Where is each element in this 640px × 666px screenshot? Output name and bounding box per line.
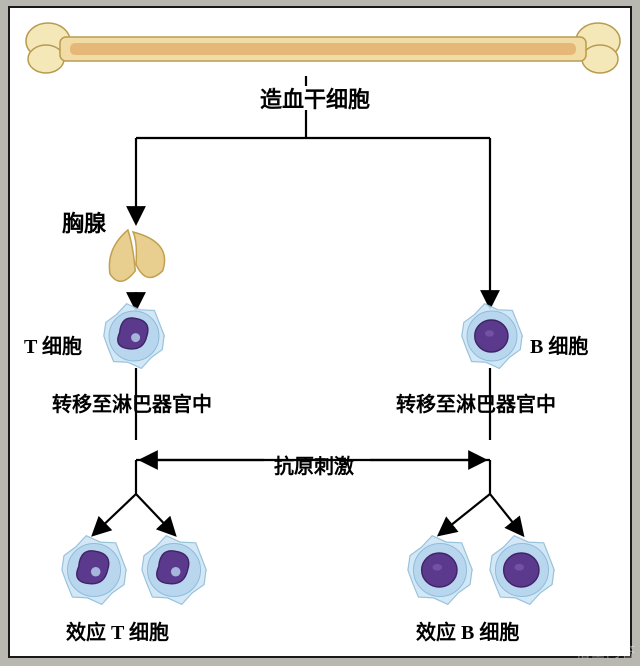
label-antigen: 抗原刺激 — [274, 450, 354, 479]
thymus-icon — [109, 230, 164, 281]
label-migrate-left: 转移至淋巴器官中 — [52, 388, 212, 417]
cell-eff-t1 — [62, 536, 126, 605]
label-thymus: 胸腺 — [62, 206, 106, 238]
cell-eff-t2 — [142, 536, 206, 605]
label-b-cell: B 细胞 — [530, 330, 588, 359]
arrow-t-split-r — [136, 494, 174, 534]
diagram-canvas: 造血干细胞 胸腺 T 细胞 B 细胞 转移至淋巴器官中 转移至淋巴器官中 抗原刺… — [8, 6, 632, 658]
label-stem-cell: 造血干细胞 — [260, 82, 370, 114]
arrow-b-split-r — [490, 494, 522, 534]
label-effector-t: 效应 T 细胞 — [66, 616, 169, 645]
watermark: 悟空问答 — [576, 642, 636, 662]
cell-t — [104, 304, 165, 369]
cell-eff-b2 — [490, 536, 554, 605]
arrow-t-split-l — [94, 494, 136, 534]
arrow-b-split-l — [440, 494, 490, 534]
label-migrate-right: 转移至淋巴器官中 — [396, 388, 556, 417]
label-effector-b: 效应 B 细胞 — [416, 616, 519, 645]
outer-frame: 造血干细胞 胸腺 T 细胞 B 细胞 转移至淋巴器官中 转移至淋巴器官中 抗原刺… — [0, 0, 640, 666]
label-t-cell: T 细胞 — [24, 330, 82, 359]
cell-b — [462, 304, 523, 369]
cell-eff-b1 — [408, 536, 472, 605]
bone-icon — [26, 23, 620, 73]
